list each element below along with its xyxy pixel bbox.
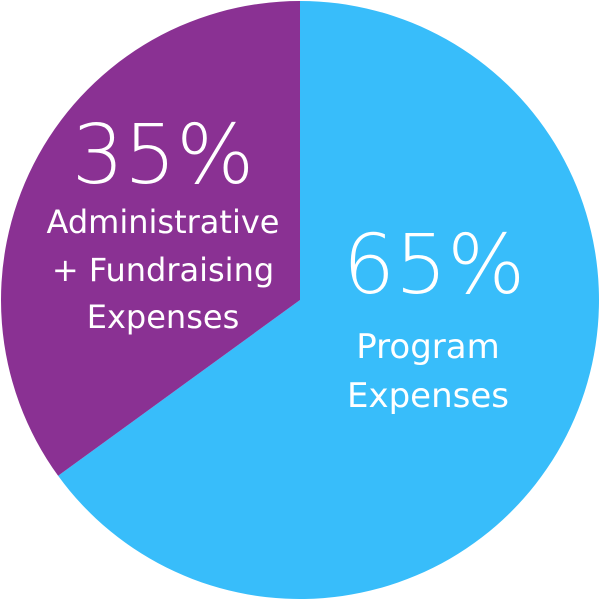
admin-percent-label: 35% [72,108,254,203]
admin-label-line-2: + Fundraising [52,251,274,289]
admin-label-line-3: Expenses [87,298,239,336]
admin-label-line-1: Administrative [47,203,280,241]
program-label-line-1: Program [356,327,499,367]
program-expenses-slice [58,1,599,600]
program-slice-labels: 65% Program Expenses [343,218,525,416]
program-percent-label: 65% [343,218,525,313]
admin-slice-labels: 35% Administrative + Fundraising Expense… [47,108,280,336]
admin-fundraising-slice [1,1,301,476]
program-label-line-2: Expenses [347,376,509,416]
